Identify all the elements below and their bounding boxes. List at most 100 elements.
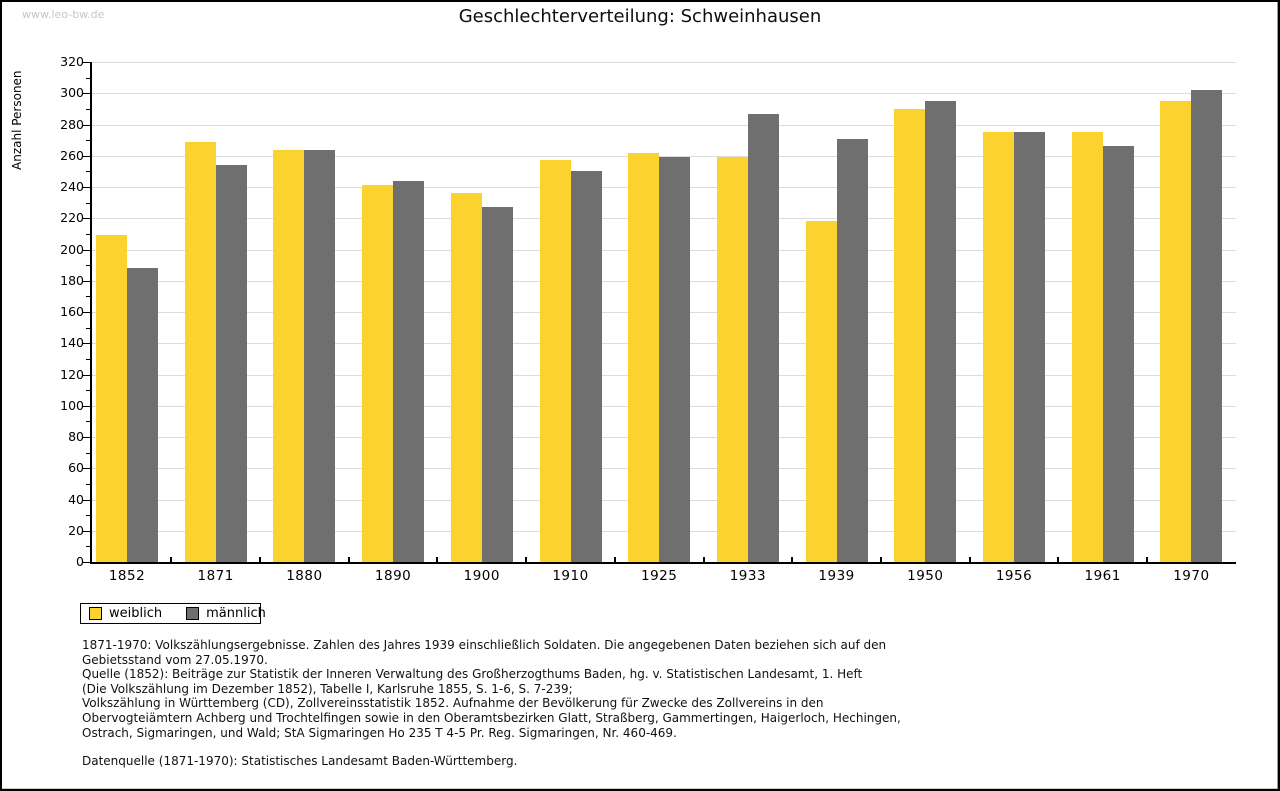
y-axis-tick — [86, 358, 90, 360]
x-axis-tick — [613, 557, 616, 562]
x-axis-tick-label: 1871 — [197, 568, 234, 584]
bar-weiblich — [273, 149, 305, 562]
y-axis-tick — [83, 62, 90, 63]
bar-maennlich — [127, 268, 158, 562]
y-axis-tick-label: 280 — [60, 116, 84, 132]
x-axis-tick — [347, 557, 350, 562]
bar-weiblich — [628, 152, 660, 562]
bar-maennlich — [481, 207, 513, 562]
chart-title: Geschlechterverteilung: Schweinhausen — [458, 6, 822, 27]
legend-swatch-icon — [89, 607, 102, 620]
x-axis-tick — [170, 557, 173, 562]
y-axis-tick — [86, 108, 90, 110]
y-axis-tick — [83, 187, 90, 188]
y-axis-tick — [86, 202, 90, 204]
y-axis-tick — [83, 562, 90, 563]
y-axis-tick-label: 200 — [60, 241, 84, 257]
bar-maennlich — [925, 101, 957, 562]
x-axis-tick — [1057, 557, 1060, 562]
x-axis-tick-label: 1970 — [1173, 568, 1210, 584]
y-axis-tick — [83, 405, 90, 407]
y-axis-tick — [83, 530, 90, 532]
bar-maennlich — [215, 165, 247, 562]
bar-maennlich — [1102, 146, 1134, 562]
x-axis-tick-label: 1900 — [463, 568, 500, 584]
y-axis-tick-label: 40 — [68, 491, 84, 507]
x-axis-tick-label: 1925 — [641, 568, 678, 584]
x-axis-tick-label: 1956 — [995, 568, 1033, 584]
y-axis-tick-label: 140 — [60, 335, 84, 351]
bar-weiblich — [450, 193, 482, 562]
x-axis-tick-label: 1939 — [818, 568, 855, 584]
y-axis-tick — [86, 546, 90, 548]
footer-line: Ostrach, Sigmaringen, und Wald; StA Sigm… — [82, 725, 677, 740]
y-axis-tick — [83, 374, 90, 376]
bar-maennlich — [836, 138, 868, 562]
plot-area: 0 20 40 60 80 100 120 140 160 180 200 220 240 260 280 3… — [60, 54, 1236, 584]
bar-weiblich — [539, 160, 571, 562]
x-axis-tick — [968, 557, 971, 562]
y-axis-tick — [83, 218, 90, 220]
x-axis-tick — [879, 557, 882, 562]
y-axis-tick-label: 320 — [60, 54, 84, 69]
legend-item: weiblich — [89, 606, 162, 621]
y-axis-tick — [86, 296, 90, 298]
gridline — [92, 62, 1236, 63]
y-axis-tick-label: 160 — [60, 304, 84, 319]
y-axis-tick — [83, 280, 90, 282]
y-axis-tick — [83, 93, 90, 95]
y-axis-tick — [86, 140, 90, 142]
gridline — [92, 93, 1236, 95]
bar-maennlich — [747, 113, 779, 562]
y-axis-tick — [83, 437, 90, 438]
y-axis-tick-label: 180 — [60, 272, 84, 288]
x-axis-tick — [1146, 557, 1149, 562]
x-axis-tick — [259, 557, 262, 562]
x-axis-tick-label: 1933 — [729, 568, 767, 584]
footer-line: Obervogteiämtern Achberg und Trochtelfin… — [82, 710, 901, 725]
y-axis-tick — [86, 327, 90, 329]
y-axis-tick — [86, 421, 90, 423]
y-axis-tick — [83, 124, 90, 126]
x-axis-tick — [791, 557, 794, 562]
bar-weiblich — [96, 235, 127, 562]
y-axis-tick-label: 260 — [60, 147, 84, 163]
x-axis-tick-label: 1950 — [907, 568, 944, 584]
bar-weiblich — [805, 221, 837, 562]
legend-label: männlich — [206, 606, 266, 621]
x-axis-tick — [702, 557, 705, 562]
legend-item: männlich — [186, 606, 266, 621]
bar-maennlich — [304, 149, 336, 562]
y-axis-tick — [86, 483, 90, 485]
x-axis-tick-label: 1880 — [286, 568, 323, 584]
x-axis-tick — [436, 557, 439, 562]
bar-maennlich — [393, 180, 425, 562]
legend-label: weiblich — [109, 606, 163, 621]
bar-maennlich — [570, 171, 602, 562]
bar-weiblich — [362, 185, 394, 562]
footer-line: Volkszählung in Württemberg (CD), Zollve… — [82, 696, 824, 711]
y-axis-tick — [86, 171, 90, 173]
x-axis-tick-label: 1852 — [108, 568, 146, 584]
y-axis-tick-label: 20 — [68, 522, 84, 538]
legend: weiblich männlich — [80, 603, 266, 624]
y-axis-tick — [83, 312, 90, 313]
bar-maennlich — [659, 157, 691, 562]
y-axis-tick — [86, 390, 90, 392]
y-axis-tick — [86, 233, 90, 235]
bar-weiblich — [983, 132, 1014, 562]
y-axis-tick — [83, 468, 90, 470]
y-axis-tick-label: 60 — [68, 460, 84, 476]
y-axis-tick — [83, 499, 90, 501]
bar-weiblich — [894, 108, 926, 562]
footer-datasource: Datenquelle (1871-1970): Statistisches L… — [82, 754, 518, 769]
y-axis-tick-label: 300 — [60, 85, 84, 101]
footer-line: (Die Volkszählung im Dezember 1852), Tab… — [82, 681, 573, 696]
x-axis-tick-label: 1890 — [374, 568, 412, 584]
watermark: www.leo-bw.de — [22, 8, 105, 21]
y-axis-title: Anzahl Personen — [10, 70, 24, 170]
footer-line: 1871-1970: Volkszählungsergebnisse. Zahl… — [82, 638, 887, 652]
gridline — [92, 155, 1236, 157]
bar-weiblich — [184, 141, 216, 562]
